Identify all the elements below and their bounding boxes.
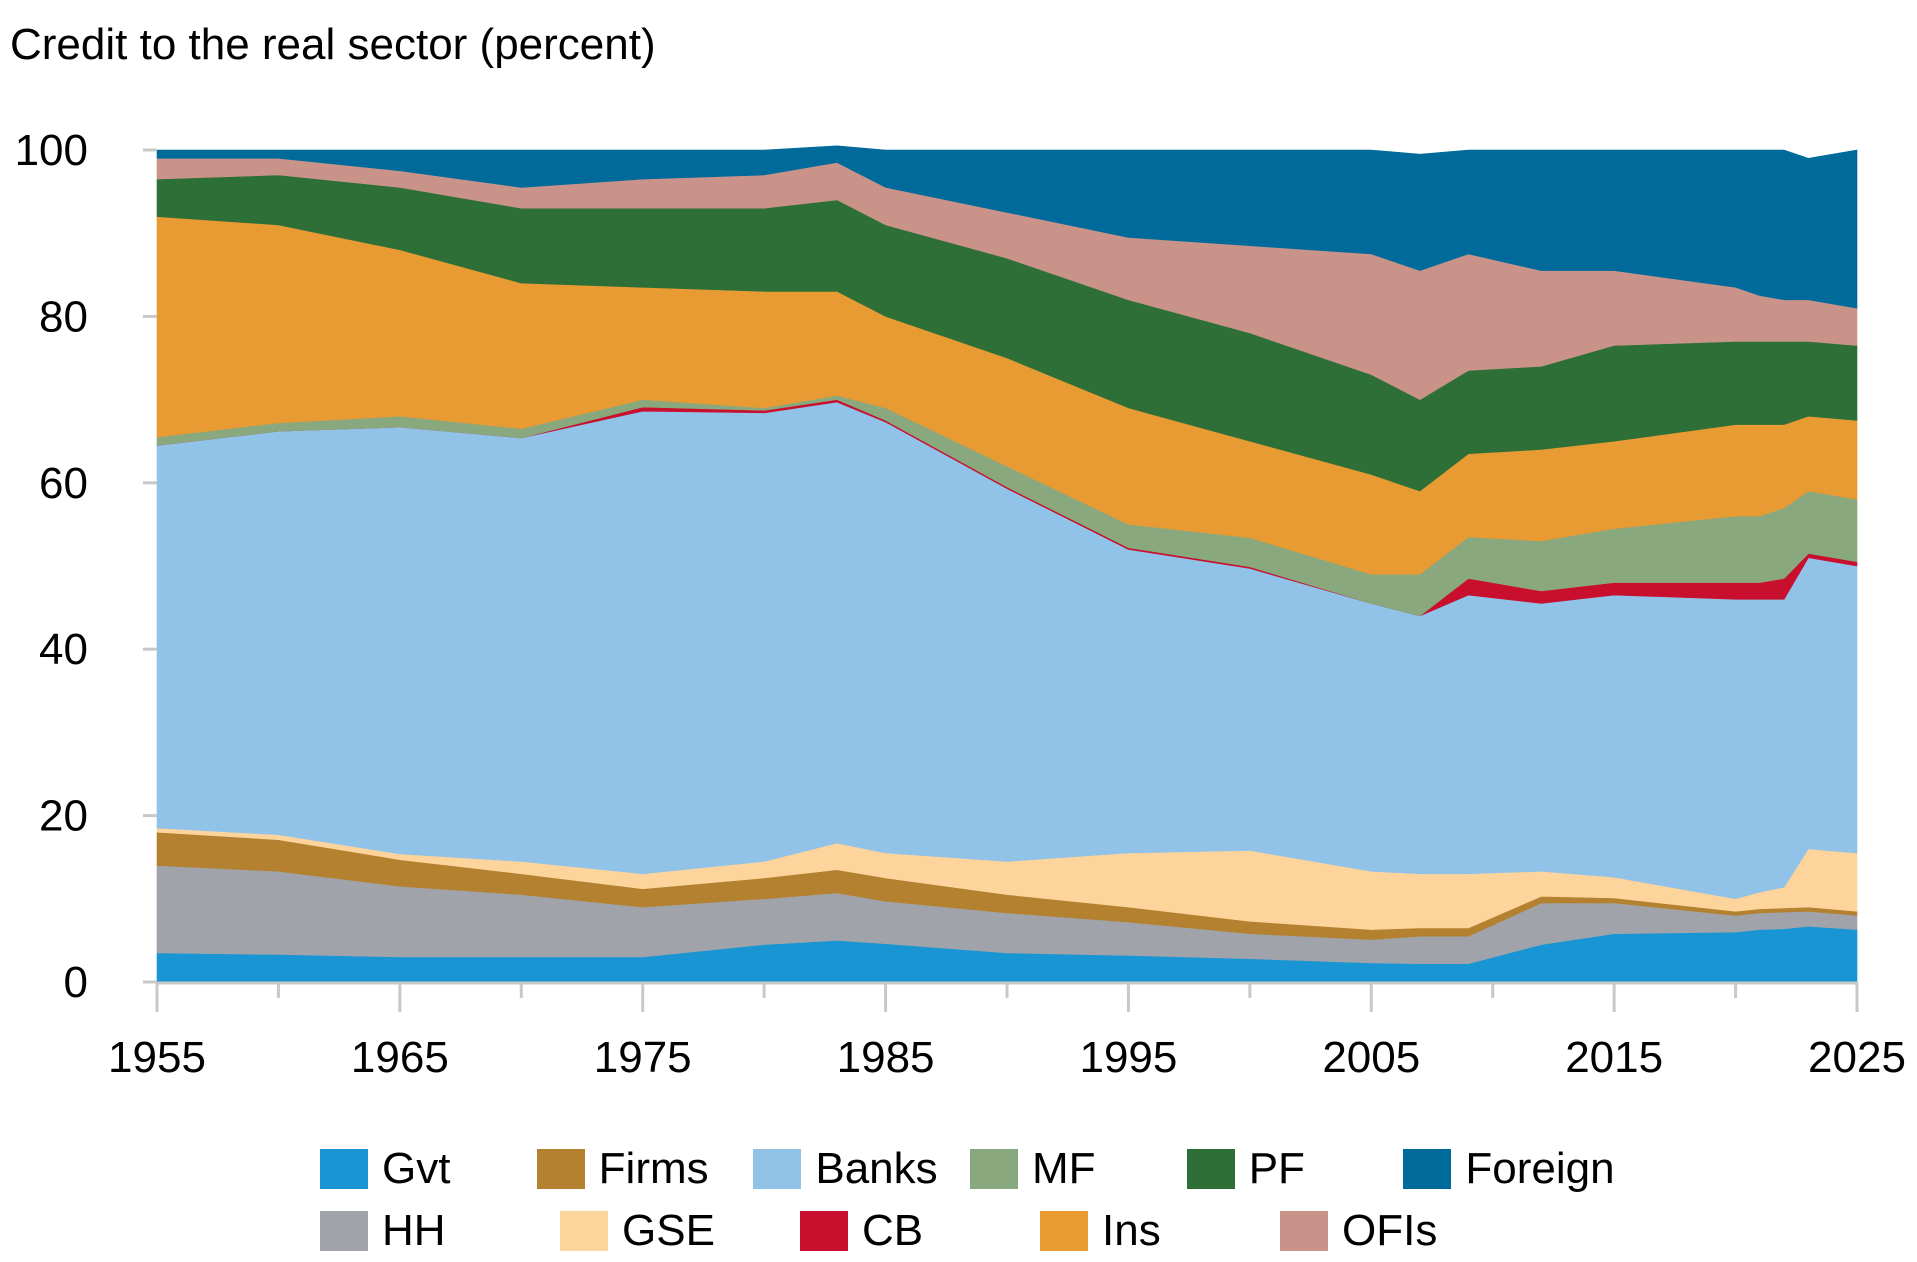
- legend-item-cb: CB: [800, 1206, 1040, 1256]
- legend-swatch: [320, 1149, 368, 1189]
- legend-swatch: [320, 1211, 368, 1251]
- legend-label: Firms: [598, 1144, 709, 1193]
- x-tick-label: 1955: [108, 1033, 206, 1082]
- x-tick-label: 2015: [1565, 1033, 1663, 1082]
- y-tick-label: 80: [39, 292, 88, 341]
- legend-label: CB: [862, 1206, 924, 1255]
- legend-item-hh: HH: [320, 1206, 560, 1256]
- x-tick-label: 1985: [837, 1033, 935, 1082]
- legend-swatch: [1280, 1211, 1328, 1251]
- legend-label: Banks: [815, 1144, 938, 1193]
- legend-item-pf: PF: [1186, 1144, 1404, 1194]
- legend-swatch: [1040, 1211, 1088, 1251]
- x-tick-label: 2005: [1322, 1033, 1420, 1082]
- legend-label: PF: [1248, 1144, 1305, 1193]
- legend-swatch: [753, 1149, 802, 1189]
- legend-item-gse: GSE: [560, 1206, 800, 1256]
- legend: Gvt Firms Banks MF PF Foreign HH GSE CB Ins OFIs: [320, 1138, 1620, 1262]
- legend-swatch: [1186, 1149, 1235, 1189]
- chart-title: Credit to the real sector (percent): [10, 20, 656, 69]
- legend-swatch: [560, 1211, 608, 1251]
- x-tick-label: 1995: [1079, 1033, 1177, 1082]
- legend-row: HH GSE CB Ins OFIs: [320, 1200, 1620, 1262]
- legend-label: GSE: [622, 1206, 715, 1255]
- y-tick-label: 0: [64, 958, 88, 1007]
- legend-item-banks: Banks: [753, 1144, 970, 1194]
- legend-item-gvt: Gvt: [320, 1144, 537, 1194]
- y-tick-label: 100: [15, 126, 88, 175]
- legend-item-ofis: OFIs: [1280, 1206, 1520, 1256]
- x-tick-label: 1975: [594, 1033, 692, 1082]
- x-tick-label: 1965: [351, 1033, 449, 1082]
- y-tick-label: 20: [39, 792, 88, 841]
- legend-label: Ins: [1102, 1206, 1161, 1255]
- y-tick-label: 40: [39, 625, 88, 674]
- legend-item-firms: Firms: [536, 1144, 754, 1194]
- legend-item-mf: MF: [970, 1144, 1187, 1194]
- stacked-areas: [156, 145, 1858, 983]
- legend-label: OFIs: [1342, 1206, 1438, 1255]
- legend-swatch: [1403, 1149, 1452, 1189]
- legend-item-foreign: Foreign: [1403, 1144, 1620, 1194]
- legend-swatch: [800, 1211, 848, 1251]
- legend-row: Gvt Firms Banks MF PF Foreign: [320, 1138, 1620, 1200]
- area-foreign: [156, 145, 1858, 309]
- legend-swatch: [536, 1149, 585, 1189]
- legend-item-ins: Ins: [1040, 1206, 1280, 1256]
- legend-label: Foreign: [1465, 1144, 1615, 1193]
- legend-label: MF: [1032, 1144, 1096, 1193]
- legend-label: Gvt: [382, 1144, 451, 1193]
- y-tick-label: 60: [39, 459, 88, 508]
- x-tick-label: 2025: [1808, 1033, 1906, 1082]
- legend-swatch: [970, 1149, 1019, 1189]
- axes: 0 20 40 60 80 100 1955 1965 1975 1985 1995 2005 2015…: [15, 126, 1906, 1082]
- legend-label: HH: [382, 1206, 446, 1255]
